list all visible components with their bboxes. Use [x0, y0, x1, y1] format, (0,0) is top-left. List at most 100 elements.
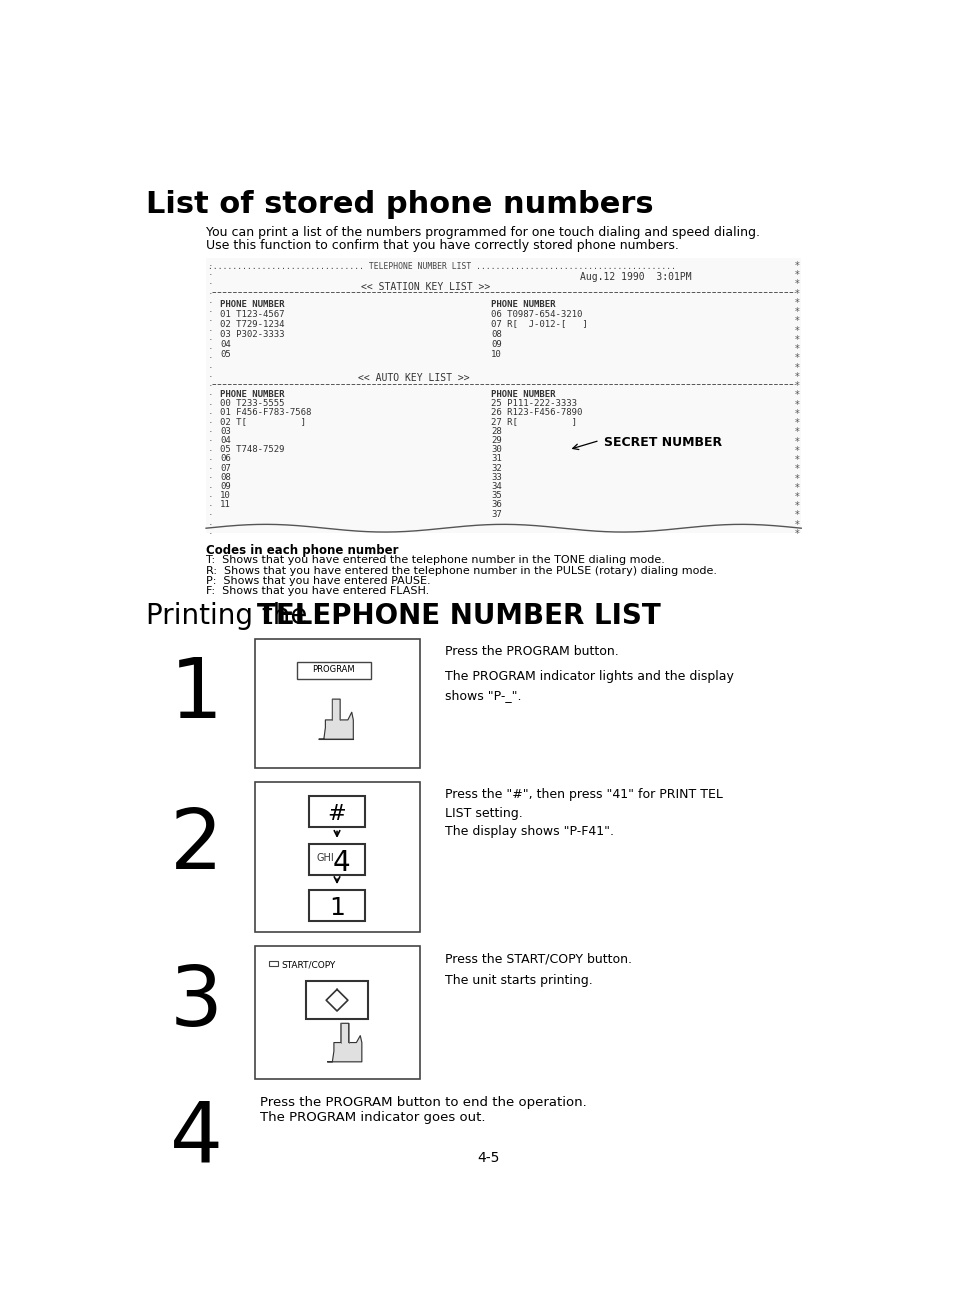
- Text: 2: 2: [170, 805, 222, 886]
- Text: SECRET NUMBER: SECRET NUMBER: [604, 435, 721, 448]
- Text: ·: ·: [208, 334, 212, 345]
- Text: ·: ·: [208, 446, 212, 456]
- Text: 4: 4: [332, 849, 350, 876]
- Text: *: *: [794, 492, 799, 502]
- Text: ·: ·: [208, 455, 212, 465]
- Text: *: *: [794, 464, 799, 474]
- Text: 30: 30: [491, 445, 501, 454]
- Text: The unit starts printing.: The unit starts printing.: [444, 975, 592, 988]
- Text: ·: ·: [208, 428, 212, 437]
- Text: *: *: [794, 446, 799, 456]
- Text: *: *: [794, 363, 799, 373]
- Text: ·: ·: [208, 483, 212, 492]
- Text: 37: 37: [491, 509, 501, 518]
- Text: #: #: [327, 804, 346, 824]
- Text: 26 R123-F456-7890: 26 R123-F456-7890: [491, 408, 582, 417]
- Text: PHONE NUMBER: PHONE NUMBER: [491, 299, 556, 308]
- Bar: [309, 890, 365, 921]
- Text: PROGRAM: PROGRAM: [313, 665, 355, 674]
- Polygon shape: [328, 1024, 361, 1061]
- Text: T:  Shows that you have entered the telephone number in the TONE dialing mode.: T: Shows that you have entered the telep…: [206, 555, 664, 565]
- Text: 05 T748-7529: 05 T748-7529: [220, 445, 284, 454]
- Text: Press the PROGRAM button to end the operation.: Press the PROGRAM button to end the oper…: [260, 1095, 586, 1108]
- Text: 3: 3: [170, 962, 222, 1043]
- Text: ·: ·: [208, 492, 212, 502]
- Text: 08: 08: [220, 473, 231, 482]
- Text: START/COPY: START/COPY: [281, 960, 335, 969]
- Text: *: *: [794, 381, 799, 391]
- Text: Press the "#", then press "41" for PRINT TEL
LIST setting.: Press the "#", then press "41" for PRINT…: [444, 788, 721, 820]
- Text: 07 R[  J-012-[   ]: 07 R[ J-012-[ ]: [491, 320, 587, 328]
- Text: ·: ·: [208, 399, 212, 410]
- Text: ................................ TELEPHONE NUMBER LIST .........................: ................................ TELEPHO…: [208, 262, 675, 271]
- Text: R:  Shows that you have entered the telephone number in the PULSE (rotary) diali: R: Shows that you have entered the telep…: [206, 565, 717, 575]
- Text: ·: ·: [208, 325, 212, 336]
- Text: *: *: [794, 334, 799, 345]
- Text: 04: 04: [220, 340, 231, 349]
- Text: *: *: [794, 428, 799, 437]
- Bar: [269, 960, 278, 967]
- Text: ·: ·: [208, 289, 212, 299]
- Text: *: *: [794, 271, 799, 280]
- Text: 09: 09: [491, 340, 501, 349]
- Text: 10: 10: [220, 491, 231, 500]
- Text: *: *: [794, 529, 799, 539]
- Text: Printing the: Printing the: [146, 603, 316, 630]
- Polygon shape: [326, 989, 348, 1011]
- Text: 08: 08: [491, 329, 501, 338]
- Text: PHONE NUMBER: PHONE NUMBER: [491, 390, 556, 399]
- Text: ·: ·: [208, 372, 212, 382]
- Text: *: *: [794, 298, 799, 308]
- Text: ·: ·: [208, 529, 212, 539]
- Text: You can print a list of the numbers programmed for one touch dialing and speed d: You can print a list of the numbers prog…: [206, 227, 760, 240]
- Text: 02 T[          ]: 02 T[ ]: [220, 417, 306, 426]
- Text: 32: 32: [491, 464, 501, 473]
- Text: Press the START/COPY button.: Press the START/COPY button.: [444, 953, 631, 966]
- Text: ·: ·: [208, 354, 212, 363]
- Text: 06 T0987-654-3210: 06 T0987-654-3210: [491, 310, 582, 319]
- Text: 34: 34: [491, 482, 501, 491]
- Bar: [254, 783, 419, 932]
- Text: *: *: [794, 399, 799, 410]
- Text: List of stored phone numbers: List of stored phone numbers: [146, 191, 654, 219]
- Text: *: *: [794, 325, 799, 336]
- Text: 04: 04: [220, 435, 231, 445]
- Text: 03 P302-3333: 03 P302-3333: [220, 329, 284, 338]
- Text: ·: ·: [208, 271, 212, 280]
- Text: ·: ·: [208, 437, 212, 447]
- Text: ·: ·: [208, 520, 212, 530]
- Bar: [254, 946, 419, 1078]
- Text: The PROGRAM indicator goes out.: The PROGRAM indicator goes out.: [260, 1111, 485, 1124]
- Text: 07: 07: [220, 464, 231, 473]
- Text: *: *: [794, 511, 799, 521]
- Bar: [297, 662, 371, 679]
- Text: 25 P111-222-3333: 25 P111-222-3333: [491, 399, 577, 408]
- Text: Use this function to confirm that you have correctly stored phone numbers.: Use this function to confirm that you ha…: [206, 240, 679, 253]
- Text: ·: ·: [208, 307, 212, 318]
- Text: PHONE NUMBER: PHONE NUMBER: [220, 390, 284, 399]
- Bar: [309, 844, 365, 875]
- Text: *: *: [794, 520, 799, 530]
- Text: ·: ·: [208, 473, 212, 483]
- Text: GHI: GHI: [316, 853, 335, 863]
- Text: *: *: [794, 419, 799, 428]
- Bar: [309, 796, 365, 827]
- Text: 11: 11: [220, 500, 231, 509]
- Text: 27 R[          ]: 27 R[ ]: [491, 417, 577, 426]
- Text: *: *: [794, 260, 799, 271]
- Text: *: *: [794, 473, 799, 483]
- Text: ·: ·: [208, 381, 212, 391]
- Text: 4: 4: [170, 1098, 222, 1178]
- Text: *: *: [794, 483, 799, 492]
- Text: 31: 31: [491, 455, 501, 463]
- Text: *: *: [794, 280, 799, 289]
- Bar: [254, 639, 419, 769]
- Text: 05: 05: [220, 350, 231, 359]
- Text: << STATION KEY LIST >>: << STATION KEY LIST >>: [360, 281, 490, 292]
- Text: The display shows "P-F41".: The display shows "P-F41".: [444, 824, 613, 837]
- Text: *: *: [794, 455, 799, 465]
- Text: 1: 1: [170, 654, 222, 736]
- Bar: [206, 258, 801, 533]
- Text: ·: ·: [208, 390, 212, 400]
- Text: 09: 09: [220, 482, 231, 491]
